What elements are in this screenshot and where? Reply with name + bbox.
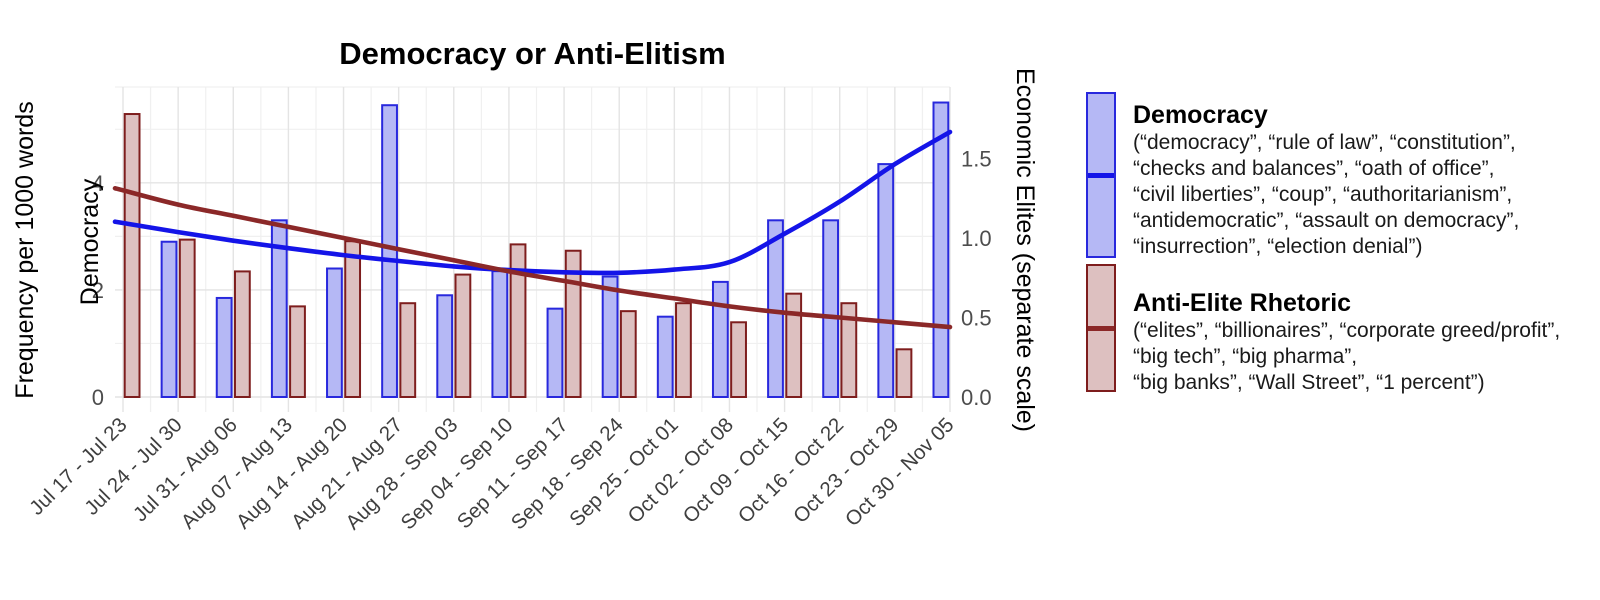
anti-elite-bar (895, 348, 913, 398)
anti-elite-bar (123, 113, 141, 399)
right-axis-tick-label: 0.5 (961, 306, 992, 331)
left-y-axis-title: Democracy (76, 178, 104, 305)
democracy-trend-line-sample (1088, 172, 1114, 178)
anti-elite-bar (289, 305, 306, 398)
anti-elite-bar (509, 243, 527, 398)
democracy-bar (822, 219, 840, 398)
democracy-bar (326, 267, 343, 398)
x-axis-tick-label: Jul 24 - Jul 30 (80, 413, 187, 520)
anti-elite-bar (399, 302, 417, 399)
legend-title-anti-elite: Anti-Elite Rhetoric (1133, 289, 1352, 318)
democracy-bar (436, 294, 454, 399)
right-y-axis-title: Economic Elites (separate scale) (1011, 68, 1039, 432)
legend-item-anti-elite: Anti-Elite Rhetoric (“elites”, “billiona… (1086, 264, 1591, 396)
trend-lines-layer (112, 129, 953, 330)
left-axis-tick-label: 4 (92, 171, 104, 196)
anti-elite-bar (344, 240, 362, 398)
democracy-bar (767, 219, 784, 398)
anti-elite-bar (233, 270, 251, 398)
anti-elite-bar (675, 302, 692, 399)
anti-elite-bar (564, 249, 582, 398)
right-axis-tick-label: 1.0 (961, 226, 992, 251)
x-axis-tick-label: Jul 17 - Jul 23 (25, 413, 132, 520)
left-axis-tick-label: 0 (92, 385, 104, 410)
legend-desc-democracy: (“democracy”, “rule of law”, “constituti… (1133, 131, 1520, 259)
legend-text-democracy: Democracy (“democracy”, “rule of law”, “… (1133, 92, 1519, 260)
democracy-bar (932, 101, 950, 399)
democracy-bar (270, 219, 288, 398)
democracy-bar (215, 296, 233, 399)
anti-elite-bar (840, 302, 858, 399)
anti-elite-swatch (1086, 264, 1116, 393)
right-axis-tick-label: 1.5 (961, 147, 992, 172)
legend-desc-anti-elite: (“elites”, “billionaires”, “corporate gr… (1133, 319, 1561, 395)
legend-title-democracy: Democracy (1133, 101, 1268, 129)
anti-elite-bar (785, 292, 803, 398)
democracy-bar (711, 280, 729, 398)
legend-item-democracy: Democracy (“democracy”, “rule of law”, “… (1086, 92, 1591, 260)
y-axis-outer-title: Frequency per 1000 words (11, 101, 39, 398)
left-axis-tick-label: 2 (92, 278, 104, 303)
anti-elite-bar (454, 273, 472, 399)
bars-layer (123, 101, 950, 399)
democracy-bar (491, 270, 509, 399)
legend: Democracy (“democracy”, “rule of law”, “… (1086, 92, 1591, 396)
democracy-bar (381, 104, 398, 398)
legend-text-anti-elite: Anti-Elite Rhetoric (“elites”, “billiona… (1133, 264, 1560, 396)
democracy-swatch (1086, 92, 1116, 258)
anti-elite-trend-line (112, 186, 953, 330)
democracy-bar (601, 275, 619, 399)
anti-elite-bar (730, 321, 747, 398)
democracy-bar (160, 240, 178, 398)
anti-elite-bar (619, 310, 637, 398)
chart-title: Democracy or Anti-Elitism (339, 36, 726, 71)
anti-elite-bar (178, 238, 196, 398)
democracy-bar (656, 315, 674, 398)
grid-layer (115, 86, 951, 412)
democracy-bar (877, 163, 895, 398)
right-axis-tick-label: 0.0 (961, 385, 992, 410)
anti-elite-trend-line-sample (1088, 325, 1114, 331)
democracy-bar (546, 307, 564, 398)
